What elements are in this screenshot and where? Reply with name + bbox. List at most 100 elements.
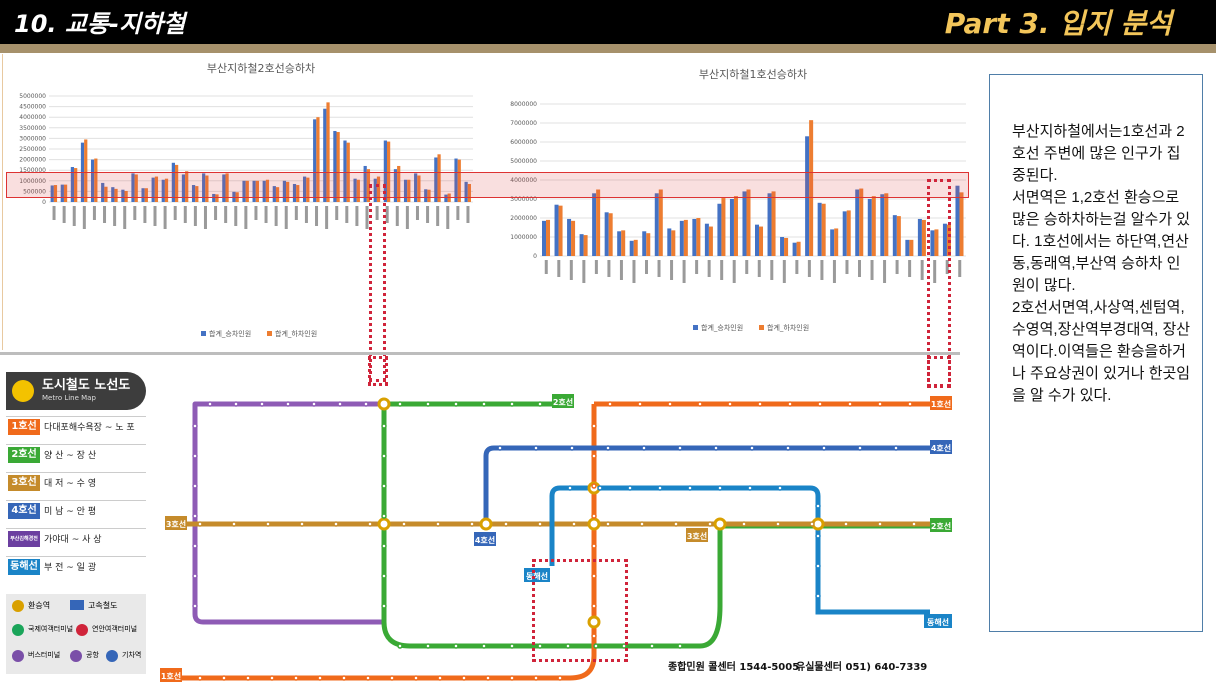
bar [427, 189, 431, 202]
category-label-mark [193, 206, 197, 226]
transfer-station [377, 397, 391, 411]
station-dot [192, 423, 198, 429]
bar [642, 231, 647, 256]
bar [313, 119, 317, 202]
station-dot [857, 445, 863, 451]
bar [942, 223, 947, 256]
bar [896, 216, 901, 256]
bar [124, 190, 128, 202]
station-dot [843, 521, 849, 527]
seomyeon-dotted-marker-map [368, 356, 388, 386]
line3-stations: 대 저 ~ 수 영 [44, 479, 97, 489]
bar [729, 199, 734, 256]
category-label-mark [820, 260, 824, 280]
bar [104, 186, 108, 202]
terminal-badge-line2-top [552, 394, 574, 408]
station-dot [815, 533, 821, 539]
station-dot [333, 521, 339, 527]
station-dot [815, 593, 821, 599]
transfer-area-dotted-marker [532, 559, 628, 662]
station-dot [673, 521, 679, 527]
station-dot [533, 445, 539, 451]
bar [767, 193, 772, 256]
facility-label: 공항 [86, 651, 99, 659]
station-dot [605, 521, 611, 527]
bar [323, 108, 327, 202]
bar [792, 242, 797, 256]
bar [403, 179, 408, 202]
bar [202, 173, 206, 202]
category-label-mark [832, 260, 836, 283]
bar [955, 185, 960, 256]
category-label-mark [315, 206, 319, 226]
station-dot [757, 401, 763, 407]
bar [733, 196, 738, 256]
bar [111, 187, 115, 202]
bar [114, 188, 118, 202]
legend-swatch [759, 325, 764, 330]
bar [53, 185, 58, 202]
category-label-mark [456, 206, 460, 220]
section-divider [0, 352, 960, 355]
bar [842, 211, 847, 256]
station-dot [877, 521, 883, 527]
bar [805, 136, 810, 256]
bar [567, 218, 572, 256]
bar [101, 182, 105, 202]
bar [262, 180, 266, 202]
bar [464, 181, 468, 202]
legend-swatch [693, 325, 698, 330]
facility-label: 국제여객터미널 [28, 625, 74, 633]
category-label-mark [569, 260, 573, 280]
slide-title: 10. 교통-지하철 [14, 10, 186, 38]
station-dot [299, 521, 305, 527]
line4-badge: 4호선 [8, 503, 40, 519]
bar [604, 212, 609, 256]
train-station-icon [106, 650, 118, 662]
station-dot [397, 643, 403, 649]
y-tick-label: 8000000 [510, 101, 537, 108]
station-dot [591, 573, 597, 579]
bar [296, 185, 300, 202]
line3-badge: 3호선 [8, 475, 40, 491]
station-dot [389, 675, 395, 681]
category-label-mark [244, 206, 248, 229]
transfer-station [587, 615, 601, 629]
y-tick-label: 3000000 [19, 135, 46, 142]
station-dot [367, 521, 373, 527]
station-dot [741, 521, 747, 527]
terminal-label: 동해선 [927, 617, 949, 627]
station-dot [677, 643, 683, 649]
bar [366, 169, 371, 202]
bar [343, 140, 347, 202]
bar [434, 157, 438, 202]
category-label-mark [72, 206, 76, 226]
bar [930, 230, 935, 256]
category-label-mark [274, 206, 278, 226]
category-label-mark [895, 260, 899, 274]
terminal-badge-donghae-mid [524, 568, 550, 582]
facility-label: 고속철도 [88, 601, 118, 610]
station-dot [485, 675, 491, 681]
line1-badge: 1호선 [8, 419, 40, 435]
station-dot [809, 521, 815, 527]
bar [437, 154, 441, 202]
bgl-badge: 부산김해경전철 [8, 531, 40, 558]
station-dot [381, 543, 387, 549]
bar [282, 180, 287, 202]
bar [134, 174, 138, 202]
callcenter-phone: 종합민원 콜센터 1544-5005 [668, 662, 800, 673]
bar [245, 180, 249, 202]
bar [809, 120, 814, 257]
chart-title: 부산지하철2호선승하차 [207, 61, 315, 75]
bar [373, 178, 377, 202]
station-dot [713, 445, 719, 451]
bar [959, 192, 964, 256]
station-dot [537, 643, 543, 649]
station-dot [911, 521, 917, 527]
station-dot [265, 521, 271, 527]
terminal-badge-line4-east [930, 440, 952, 454]
bar [454, 158, 458, 202]
facility-label: 버스터미널 [28, 651, 61, 659]
legend-header: 도시철도 노선도 Metro Line Map [6, 372, 146, 410]
